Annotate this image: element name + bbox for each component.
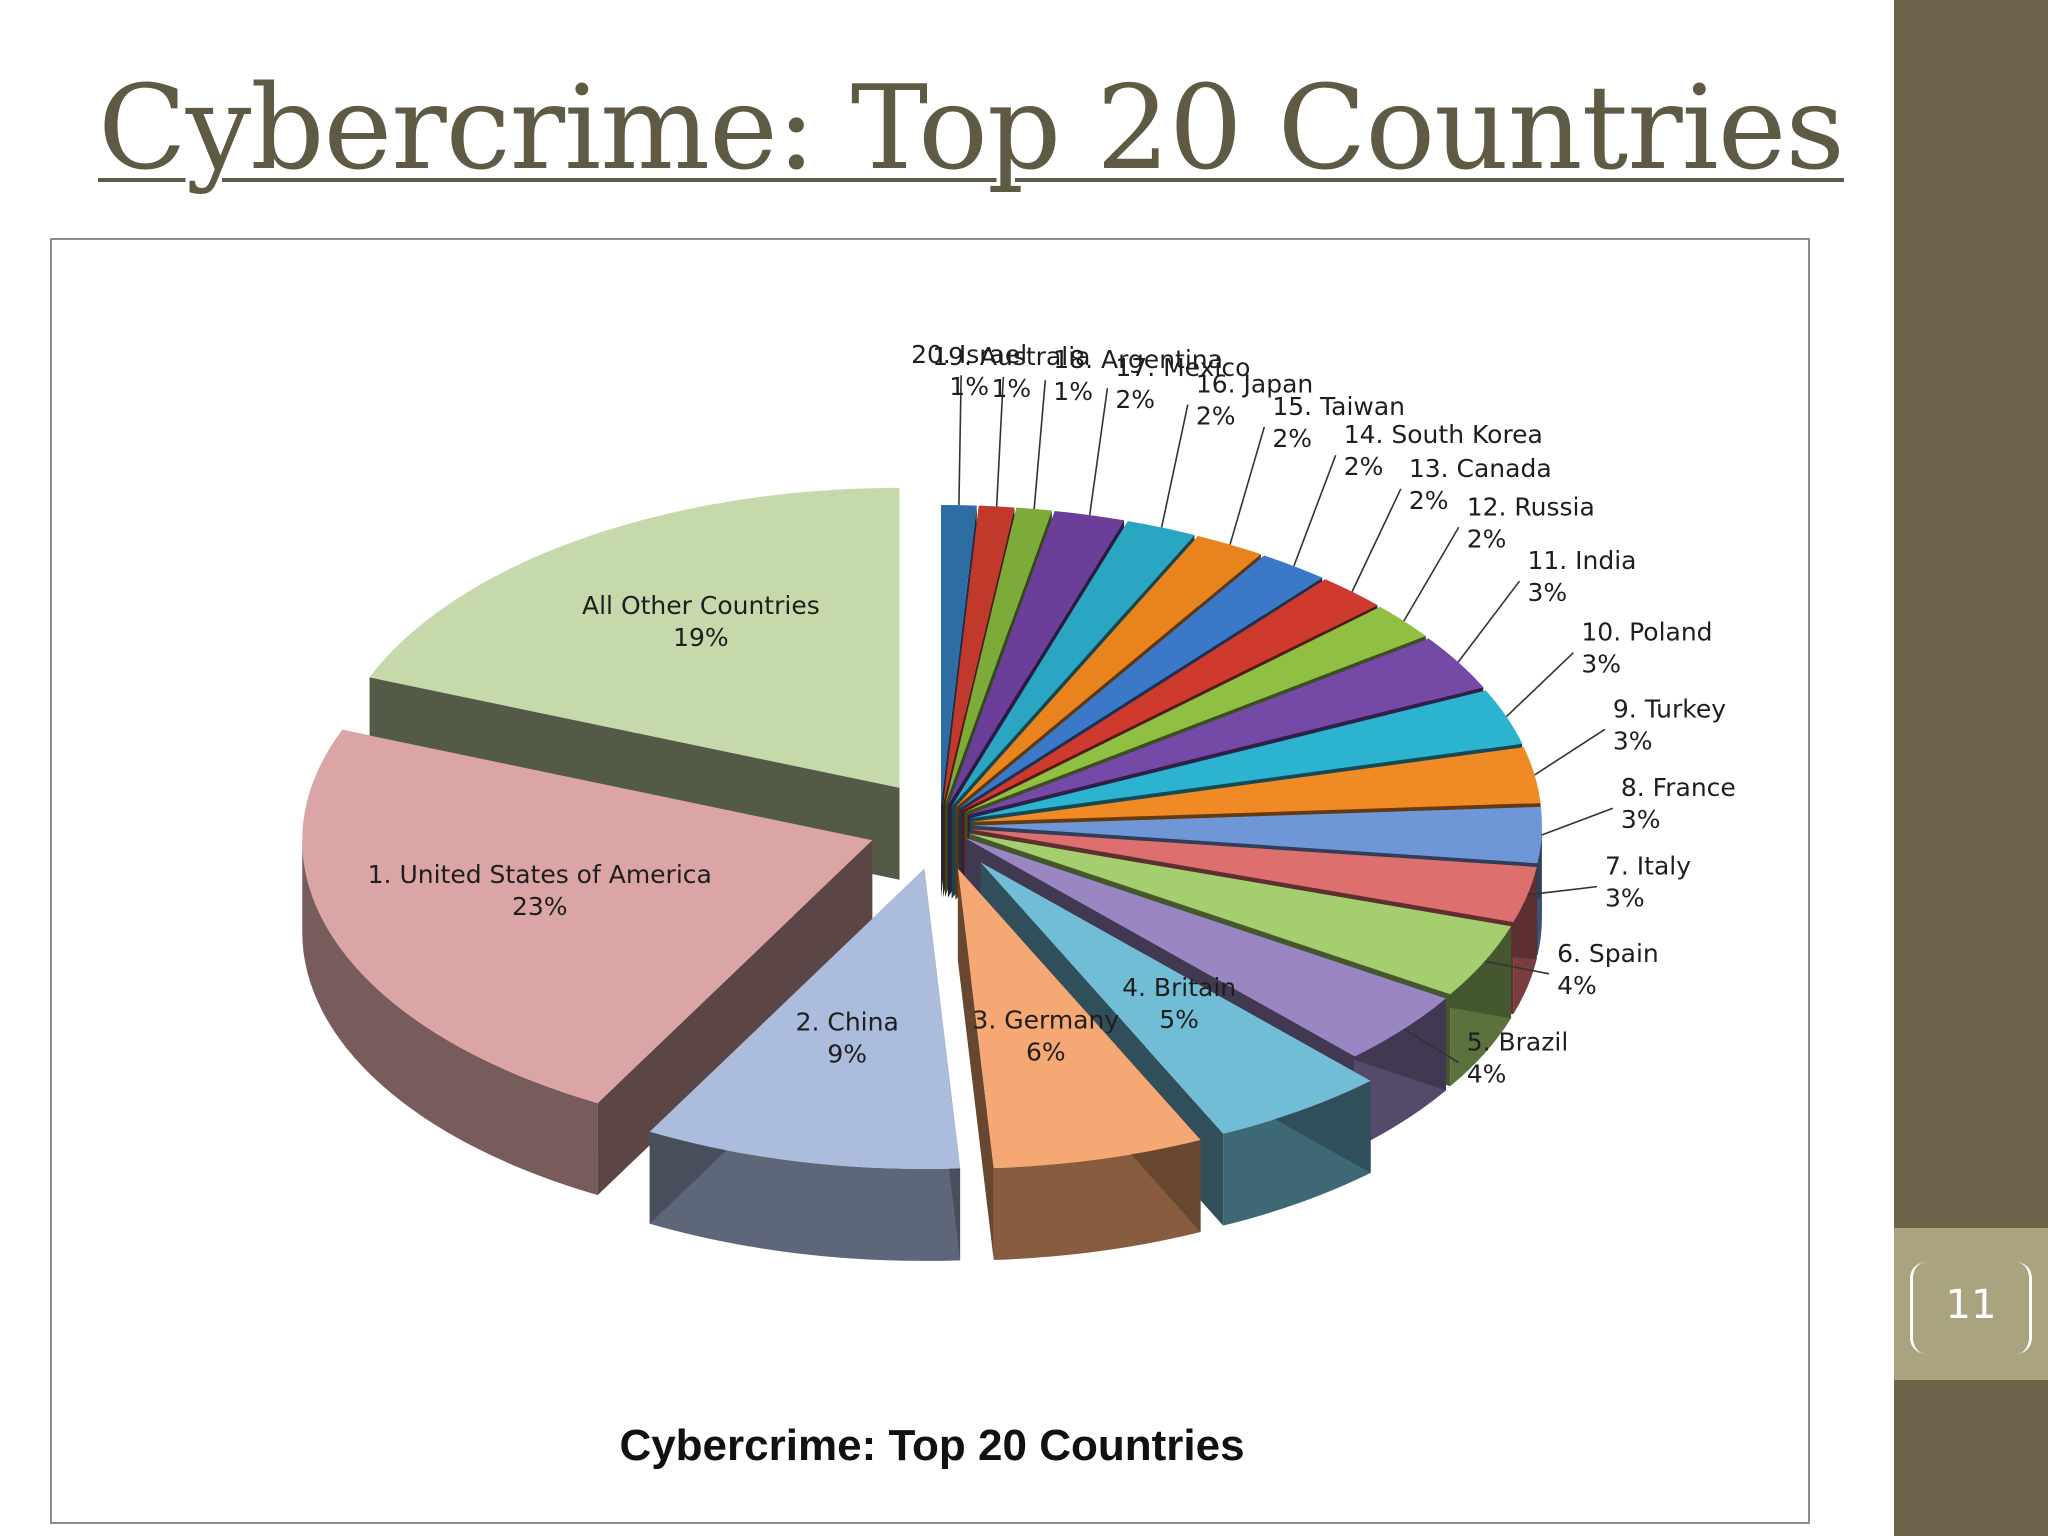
chart-title: Cybercrime: Top 20 Countries bbox=[619, 1421, 1244, 1470]
leader-line-6-spain bbox=[1484, 960, 1550, 975]
slice-label-14-south-korea: 14. South Korea bbox=[1344, 420, 1543, 449]
leader-line-13-canada bbox=[1351, 488, 1402, 593]
slice-value-19-australia: 1% bbox=[992, 374, 1032, 403]
slice-value-14-south-korea: 2% bbox=[1344, 452, 1384, 481]
slice-value-4-britain: 5% bbox=[1159, 1005, 1199, 1034]
leader-line-11-india bbox=[1457, 580, 1521, 663]
slice-value-9-turkey: 3% bbox=[1613, 726, 1653, 755]
slice-value-15-taiwan: 2% bbox=[1272, 424, 1312, 453]
leader-line-14-south-korea bbox=[1293, 454, 1337, 567]
leader-line-17-mexico bbox=[1088, 388, 1109, 516]
slide-title: Cybercrime: Top 20 Countries bbox=[98, 61, 1845, 196]
slice-label-18-argentina: 18. Argentina bbox=[1053, 345, 1223, 374]
slice-label-16-japan: 16. Japan bbox=[1196, 369, 1313, 398]
leader-line-7-italy bbox=[1527, 885, 1598, 896]
leader-line-8-france bbox=[1541, 807, 1614, 836]
slice-label-20-israel: 20. Israel bbox=[911, 340, 1027, 369]
pie-slice-2-china bbox=[649, 868, 961, 1261]
slice-label-7-italy: 7. Italy bbox=[1605, 852, 1691, 881]
slice-value-7-italy: 3% bbox=[1605, 884, 1645, 913]
slice-value-2-china: 9% bbox=[827, 1039, 867, 1068]
slice-value-6-spain: 4% bbox=[1557, 971, 1597, 1000]
slice-label-3-germany: 3. Germany bbox=[972, 1006, 1119, 1035]
slice-label-4-britain: 4. Britain bbox=[1122, 973, 1236, 1002]
slice-value-11-india: 3% bbox=[1527, 578, 1567, 607]
leader-line-12-russia bbox=[1403, 526, 1460, 622]
leader-line-18-argentina bbox=[1033, 380, 1047, 510]
slice-label-all-other-countries: All Other Countries bbox=[582, 591, 820, 620]
chart-frame: 20. Israel 1% 19. Australia 1% 18. Argentina… bbox=[50, 238, 1810, 1524]
slice-value-13-canada: 2% bbox=[1409, 486, 1449, 515]
slice-value-20-israel: 1% bbox=[949, 372, 989, 401]
slice-label-8-france: 8. France bbox=[1621, 773, 1736, 802]
slice-label-6-spain: 6. Spain bbox=[1557, 939, 1659, 968]
leader-line-19-australia bbox=[995, 376, 1005, 507]
slice-label-2-china: 2. China bbox=[796, 1007, 899, 1036]
slice-label-9-turkey: 9. Turkey bbox=[1613, 694, 1726, 723]
leader-line-5-brazil bbox=[1403, 1028, 1460, 1064]
slice-label-13-canada: 13. Canada bbox=[1409, 454, 1552, 483]
slice-label-17-mexico: 17. Mexico bbox=[1115, 353, 1250, 382]
slice-label-15-taiwan: 15. Taiwan bbox=[1272, 392, 1405, 421]
slice-value-17-mexico: 2% bbox=[1115, 385, 1155, 414]
pie-slice-3-germany bbox=[957, 868, 1201, 1260]
slice-value-5-brazil: 4% bbox=[1467, 1060, 1507, 1089]
leader-line-15-taiwan bbox=[1229, 426, 1266, 545]
slice-label-5-brazil: 5. Brazil bbox=[1467, 1028, 1569, 1057]
page-number: 11 bbox=[1910, 1262, 2032, 1354]
slice-value-3-germany: 6% bbox=[1026, 1038, 1066, 1067]
leader-line-20-israel bbox=[958, 375, 962, 506]
slice-label-19-australia: 19. Australia bbox=[932, 342, 1090, 371]
slice-value-1-united-states-of-america: 23% bbox=[512, 892, 568, 921]
leader-line-9-turkey bbox=[1534, 728, 1606, 776]
slice-label-1-united-states-of-america: 1. United States of America bbox=[368, 860, 712, 889]
slice-label-11-india: 11. India bbox=[1527, 546, 1636, 575]
slice-value-16-japan: 2% bbox=[1196, 401, 1236, 430]
leader-line-16-japan bbox=[1160, 404, 1189, 528]
slice-label-12-russia: 12. Russia bbox=[1467, 492, 1595, 521]
slice-label-10-poland: 10. Poland bbox=[1581, 618, 1712, 647]
pie-slice-1-united-states-of-america bbox=[302, 729, 873, 1196]
slice-value-12-russia: 2% bbox=[1467, 524, 1507, 553]
slice-value-all-other-countries: 19% bbox=[673, 623, 729, 652]
slice-value-10-poland: 3% bbox=[1581, 650, 1621, 679]
slice-value-8-france: 3% bbox=[1621, 805, 1661, 834]
page-number-box bbox=[1894, 1228, 2048, 1380]
slice-value-18-argentina: 1% bbox=[1053, 377, 1093, 406]
leader-line-10-poland bbox=[1505, 652, 1574, 718]
